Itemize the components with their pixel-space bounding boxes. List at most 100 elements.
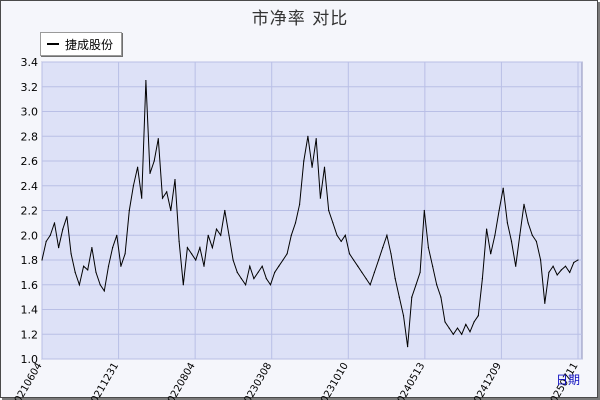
data-point <box>178 240 180 242</box>
data-point <box>191 253 193 255</box>
y-tick-label: 2.4 <box>21 180 39 193</box>
data-point <box>62 228 64 230</box>
legend-swatch <box>47 43 59 45</box>
data-point <box>332 222 334 224</box>
data-point <box>365 278 367 280</box>
data-point <box>95 271 97 273</box>
y-tick-label: 3.4 <box>21 56 39 69</box>
data-point <box>203 265 205 267</box>
data-point <box>382 247 384 249</box>
data-point <box>245 284 247 286</box>
y-axis: 1.0 1.2 1.4 1.6 1.8 2.0 2.2 2.4 2.6 2.8 3.0 3.2 3.4 <box>21 56 39 366</box>
data-point <box>228 234 230 236</box>
legend-label: 捷成股份 <box>65 37 114 52</box>
y-tick-label: 2.8 <box>21 130 39 143</box>
data-point <box>45 240 47 242</box>
data-point <box>398 296 400 298</box>
data-point <box>427 247 429 249</box>
x-tick-label: 20210604 <box>10 361 45 400</box>
data-point <box>378 259 380 261</box>
data-point <box>282 259 284 261</box>
data-point <box>157 138 159 140</box>
data-point <box>353 259 355 261</box>
data-point <box>436 284 438 286</box>
data-point <box>83 265 85 267</box>
data-point <box>519 234 521 236</box>
x-tick-label: 20241209 <box>469 361 504 400</box>
data-point <box>232 259 234 261</box>
data-point <box>41 259 43 261</box>
data-point <box>116 234 118 236</box>
y-tick-label: 1.8 <box>21 254 39 267</box>
y-tick-label: 1.6 <box>21 279 39 292</box>
data-point <box>170 209 172 212</box>
series-line <box>41 80 579 347</box>
data-point <box>394 278 396 280</box>
data-point <box>265 278 267 280</box>
data-point <box>186 247 188 249</box>
data-point <box>540 259 542 261</box>
data-point <box>340 240 342 242</box>
data-point <box>448 327 450 329</box>
y-tick-label: 1.0 <box>21 353 39 366</box>
data-point <box>249 265 251 267</box>
data-point <box>452 333 454 335</box>
data-point <box>174 179 176 181</box>
data-point <box>166 191 168 193</box>
data-point <box>74 271 76 273</box>
data-point <box>544 302 546 304</box>
y-tick-label: 3.2 <box>21 81 39 94</box>
data-point <box>91 247 93 249</box>
data-point <box>274 271 276 273</box>
data-point <box>477 315 479 317</box>
data-point <box>423 209 425 212</box>
data-point <box>577 259 579 261</box>
data-point <box>510 240 513 242</box>
legend: 捷成股份 <box>40 32 123 56</box>
data-point <box>112 247 114 249</box>
data-point <box>137 166 139 168</box>
data-point <box>211 247 213 249</box>
data-point <box>432 265 434 267</box>
data-point <box>461 333 463 335</box>
y-tick-label: 1.2 <box>21 328 39 341</box>
data-point <box>473 321 475 323</box>
data-point <box>195 259 197 261</box>
data-point <box>120 265 122 267</box>
data-point <box>161 197 164 199</box>
data-point <box>569 271 571 273</box>
data-point <box>49 234 51 236</box>
data-point <box>236 271 238 273</box>
data-point <box>269 284 272 286</box>
data-point <box>215 228 218 230</box>
data-point <box>560 269 563 271</box>
data-point <box>257 271 259 273</box>
data-point <box>240 278 242 280</box>
data-point <box>390 253 392 255</box>
y-tick-label: 2.6 <box>21 155 39 168</box>
data-point <box>415 284 417 286</box>
data-point <box>224 209 226 212</box>
data-point <box>149 172 151 174</box>
data-point <box>456 327 459 329</box>
x-axis: 20210604 20211231 20220804 20230308 20231010… <box>10 361 581 400</box>
data-point <box>444 321 446 323</box>
data-point <box>70 253 72 255</box>
x-tick-label: 20231010 <box>316 361 351 400</box>
data-point <box>469 331 471 333</box>
grid <box>41 61 582 360</box>
data-point <box>523 203 525 205</box>
data-point <box>527 222 529 224</box>
data-point <box>465 323 467 325</box>
data-point <box>124 253 126 255</box>
data-point <box>132 185 134 187</box>
data-point <box>440 296 442 298</box>
chart-title: 市净率 对比 <box>251 9 349 29</box>
y-tick-label: 2.0 <box>21 229 39 242</box>
x-tick-label: 20240513 <box>392 361 427 400</box>
data-point <box>328 209 330 212</box>
data-point <box>506 222 508 224</box>
data-point <box>153 160 155 162</box>
data-point <box>66 216 68 218</box>
